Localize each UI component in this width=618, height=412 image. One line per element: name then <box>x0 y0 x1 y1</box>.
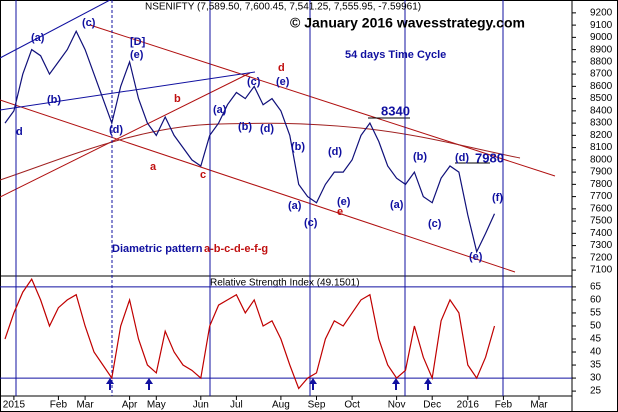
annotation: 54 days Time Cycle <box>345 49 446 61</box>
x-tick-label: Oct <box>344 400 360 411</box>
y-tick-label: 7300 <box>590 240 613 251</box>
annotation: (c) <box>304 217 318 229</box>
annotation: (b) <box>413 151 427 163</box>
annotation: [D] <box>130 36 146 48</box>
annotation: (e) <box>276 76 290 88</box>
y-tick-label: 55 <box>590 308 602 319</box>
y-tick-label: 8500 <box>590 93 613 104</box>
annotation: (e) <box>130 49 144 61</box>
x-tick-label: Jul <box>230 400 243 411</box>
annotation: (a) <box>288 200 302 212</box>
annotation: (a) <box>31 32 45 44</box>
annotation: (c) <box>428 218 442 230</box>
y-tick-label: 7400 <box>590 228 613 239</box>
annotation: (f) <box>492 192 503 204</box>
x-tick-label: Feb <box>50 400 68 411</box>
x-tick-label: 2016 <box>457 400 480 411</box>
rsi-title: Relative Strength Index (49.1501) <box>210 278 360 289</box>
annotation: (a) <box>213 104 227 116</box>
annotation: e <box>337 206 343 218</box>
chart-title: NSENIFTY (7,589.50, 7,600.45, 7,541.25, … <box>145 2 421 13</box>
y-tick-label: 7700 <box>590 191 613 202</box>
x-tick-label: Nov <box>388 400 406 411</box>
x-tick-label: Sep <box>308 400 326 411</box>
y-tick-label: 9200 <box>590 8 613 19</box>
annotation: (d) <box>455 152 469 164</box>
y-tick-label: 35 <box>590 360 602 371</box>
y-tick-label: 40 <box>590 347 602 358</box>
y-tick-label: 9000 <box>590 32 613 43</box>
y-tick-label: 8200 <box>590 130 613 141</box>
annotation: (e) <box>469 251 483 263</box>
series-line <box>4 29 496 254</box>
y-tick-label: 8700 <box>590 69 613 80</box>
y-tick-label: 60 <box>590 295 602 306</box>
annotation: b <box>174 93 181 105</box>
annotation: (b) <box>238 121 252 133</box>
annotation: (b) <box>291 141 305 153</box>
y-tick-label: 7100 <box>590 265 613 276</box>
annotation: a-b-c-d-e-f-g <box>204 243 268 255</box>
y-tick-label: 8300 <box>590 118 613 129</box>
y-tick-label: 8100 <box>590 142 613 153</box>
annotation: (c) <box>247 76 261 88</box>
annotation: (d) <box>109 124 123 136</box>
y-tick-label: 7600 <box>590 203 613 214</box>
annotation: (a) <box>390 199 404 211</box>
x-tick-label: Apr <box>122 400 138 411</box>
x-tick-label: Mar <box>76 400 94 411</box>
y-tick-label: 8400 <box>590 105 613 116</box>
annotation: Diametric pattern <box>112 243 203 255</box>
y-tick-label: 8900 <box>590 44 613 55</box>
y-tick-label: 8000 <box>590 154 613 165</box>
x-tick-label: Jun <box>193 400 209 411</box>
y-tick-label: 7500 <box>590 216 613 227</box>
y-tick-label: 7900 <box>590 167 613 178</box>
annotation: c <box>200 169 206 181</box>
annotation: (d) <box>328 146 342 158</box>
annotation: d <box>278 62 285 74</box>
annotation: d <box>16 126 23 138</box>
y-tick-label: 30 <box>590 373 602 384</box>
y-tick-label: 7800 <box>590 179 613 190</box>
x-tick-label: 2015 <box>3 400 26 411</box>
y-tick-label: 9100 <box>590 20 613 31</box>
annotation: (d) <box>260 123 274 135</box>
annotation: 8340 <box>381 103 410 118</box>
annotation: (b) <box>47 94 61 106</box>
y-tick-label: 25 <box>590 386 602 397</box>
y-tick-label: 65 <box>590 282 602 293</box>
y-tick-label: 8800 <box>590 57 613 68</box>
chart-subtitle: © January 2016 wavesstrategy.com <box>290 15 525 31</box>
y-tick-label: 8600 <box>590 81 613 92</box>
x-tick-label: Mar <box>530 400 548 411</box>
annotation: (e) <box>337 196 351 208</box>
rsi-arrows <box>106 378 432 390</box>
trend-lines <box>0 0 556 273</box>
y-tick-label: 45 <box>590 334 602 345</box>
x-tick-label: Feb <box>495 400 513 411</box>
annotation: (c) <box>82 17 96 29</box>
series-line <box>4 277 496 390</box>
annotation: a <box>150 161 157 173</box>
x-tick-label: May <box>147 400 166 411</box>
annotation: 7980 <box>475 150 504 165</box>
x-tick-label: Aug <box>272 400 290 411</box>
y-tick-label: 7200 <box>590 252 613 263</box>
y-tick-label: 50 <box>590 321 602 332</box>
x-tick-label: Dec <box>423 400 441 411</box>
